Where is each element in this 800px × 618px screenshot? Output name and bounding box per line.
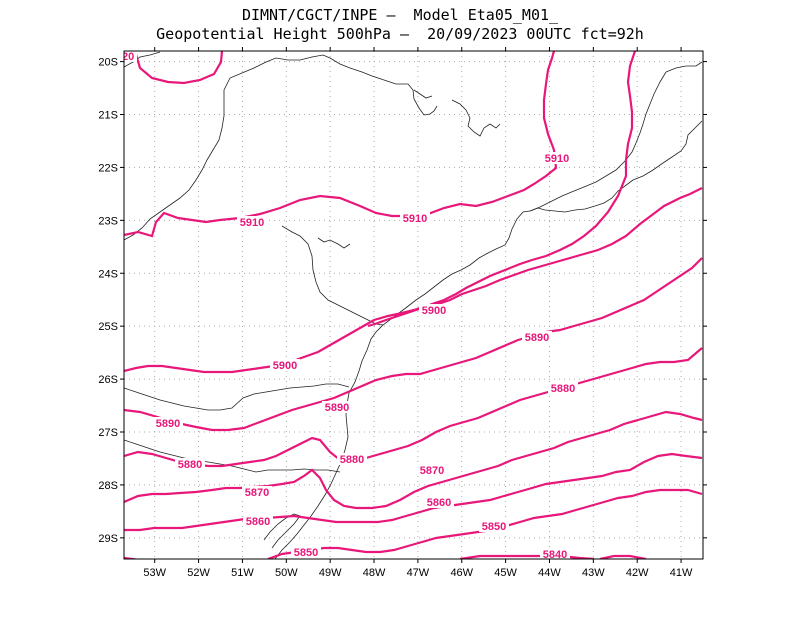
coastline-and-borders bbox=[124, 51, 703, 559]
lat-tick-label: 29S bbox=[98, 533, 118, 545]
contour-label-bg bbox=[291, 546, 321, 558]
contour-label: 5840 bbox=[543, 549, 567, 561]
contour-5870 bbox=[124, 410, 703, 510]
lat-tick-label: 26S bbox=[98, 374, 118, 386]
contour-label-bg bbox=[175, 458, 205, 470]
contour-label: 5850 bbox=[482, 521, 506, 533]
contour-label: 5880 bbox=[178, 459, 202, 471]
lat-tick-label: 22S bbox=[98, 162, 118, 174]
contour-label: 5910 bbox=[545, 153, 569, 165]
contour-5890-a bbox=[124, 257, 703, 432]
contour-label-bg bbox=[400, 212, 430, 224]
lat-tick-label: 28S bbox=[98, 480, 118, 492]
lon-tick-label: 48W bbox=[363, 567, 386, 579]
contour-label-bg bbox=[479, 520, 509, 532]
contour-label-bg bbox=[124, 51, 137, 62]
lat-tick-label: 20S bbox=[98, 57, 118, 69]
contour-label: 5870 bbox=[420, 465, 444, 477]
contour-label: 5870 bbox=[245, 487, 269, 499]
contour-label-bg bbox=[270, 359, 300, 371]
lon-tick-label: 51W bbox=[231, 567, 254, 579]
lat-tick-label: 21S bbox=[98, 110, 118, 122]
contour-label-bg bbox=[540, 548, 570, 559]
contour-label-bg bbox=[424, 496, 454, 508]
minor-river bbox=[413, 89, 433, 99]
contour-label: 5890 bbox=[525, 332, 549, 344]
lat-lon-grid bbox=[124, 51, 703, 559]
contour-label-bg bbox=[542, 152, 572, 164]
furnas-reservoir bbox=[451, 99, 501, 137]
contour-label-bg bbox=[243, 515, 273, 527]
lon-tick-label: 43W bbox=[582, 567, 605, 579]
contour-5910-east bbox=[367, 51, 637, 328]
contour-5920 bbox=[133, 51, 224, 85]
lat-tick-label: 24S bbox=[98, 268, 118, 280]
paraiba-reservoir bbox=[317, 237, 351, 249]
contour-5910-north bbox=[124, 51, 558, 238]
state-border-sp-pr bbox=[281, 225, 384, 326]
contour-label: 5860 bbox=[246, 516, 270, 528]
contour-label: 5920 bbox=[110, 51, 134, 63]
lat-axis: 20S 21S 22S 23S 24S 25S 26S 27S 28S 29S bbox=[98, 57, 707, 545]
chart-title-line1: DIMNT/CGCT/INPE – Model Eta05_M01_ bbox=[241, 6, 559, 24]
plot-frame bbox=[123, 50, 704, 560]
lon-tick-label: 49W bbox=[319, 567, 342, 579]
contour-label: 5850 bbox=[294, 547, 318, 559]
lon-tick-label: 41W bbox=[670, 567, 693, 579]
contour-label: 5910 bbox=[403, 213, 427, 225]
contour-5840 bbox=[459, 554, 647, 559]
contour-5860 bbox=[124, 452, 703, 532]
state-border-ms-sp bbox=[124, 54, 438, 241]
lon-tick-label: 46W bbox=[450, 567, 473, 579]
lat-tick-label: 25S bbox=[98, 321, 118, 333]
state-border-pr-sc bbox=[124, 383, 350, 411]
height-contours bbox=[124, 51, 703, 559]
contour-label: 5910 bbox=[240, 217, 264, 229]
contour-labels: 5920 5910 5910 5910 5900 5900 5890 5890 5890 5880… bbox=[110, 51, 578, 561]
lat-tick-label: 27S bbox=[98, 427, 118, 439]
contour-label-bg bbox=[337, 453, 367, 465]
lon-tick-label: 42W bbox=[626, 567, 649, 579]
contour-label: 5890 bbox=[325, 402, 349, 414]
lat-tick-label: 23S bbox=[98, 215, 118, 227]
lon-tick-label: 47W bbox=[407, 567, 430, 579]
lon-tick-label: 53W bbox=[143, 567, 166, 579]
lon-tick-label: 45W bbox=[494, 567, 517, 579]
contour-label-bg bbox=[237, 216, 267, 228]
contour-label-bg bbox=[522, 331, 552, 343]
state-border-go-mg bbox=[124, 51, 161, 68]
contour-label: 5900 bbox=[273, 360, 297, 372]
chart-title-line2: Geopotential Height 500hPa – 20/09/2023 … bbox=[156, 25, 644, 43]
lon-tick-label: 50W bbox=[275, 567, 298, 579]
contour-label-bg bbox=[153, 417, 183, 429]
state-border-mg-es bbox=[635, 71, 667, 144]
contour-label: 5880 bbox=[551, 383, 575, 395]
lagoa-dos-patos bbox=[263, 513, 301, 549]
contour-label: 5890 bbox=[156, 418, 180, 430]
contour-label-bg bbox=[417, 464, 447, 476]
state-border-sc-rs bbox=[124, 439, 341, 473]
contour-label-bg bbox=[242, 486, 272, 498]
contour-label-bg bbox=[419, 304, 449, 316]
lon-tick-label: 44W bbox=[538, 567, 561, 579]
lon-tick-label: 52W bbox=[187, 567, 210, 579]
contour-5880 bbox=[124, 347, 703, 468]
state-border-ba bbox=[665, 61, 703, 73]
lon-axis: 53W 52W 51W 50W 49W 48W 47W 46W 45W 44W 43W 42W 41W bbox=[143, 47, 693, 579]
contour-label-bg bbox=[322, 401, 352, 413]
contour-label: 5880 bbox=[340, 454, 364, 466]
contour-label: 5860 bbox=[427, 497, 451, 509]
contour-label-bg bbox=[548, 382, 578, 394]
contour-label: 5900 bbox=[422, 305, 446, 317]
